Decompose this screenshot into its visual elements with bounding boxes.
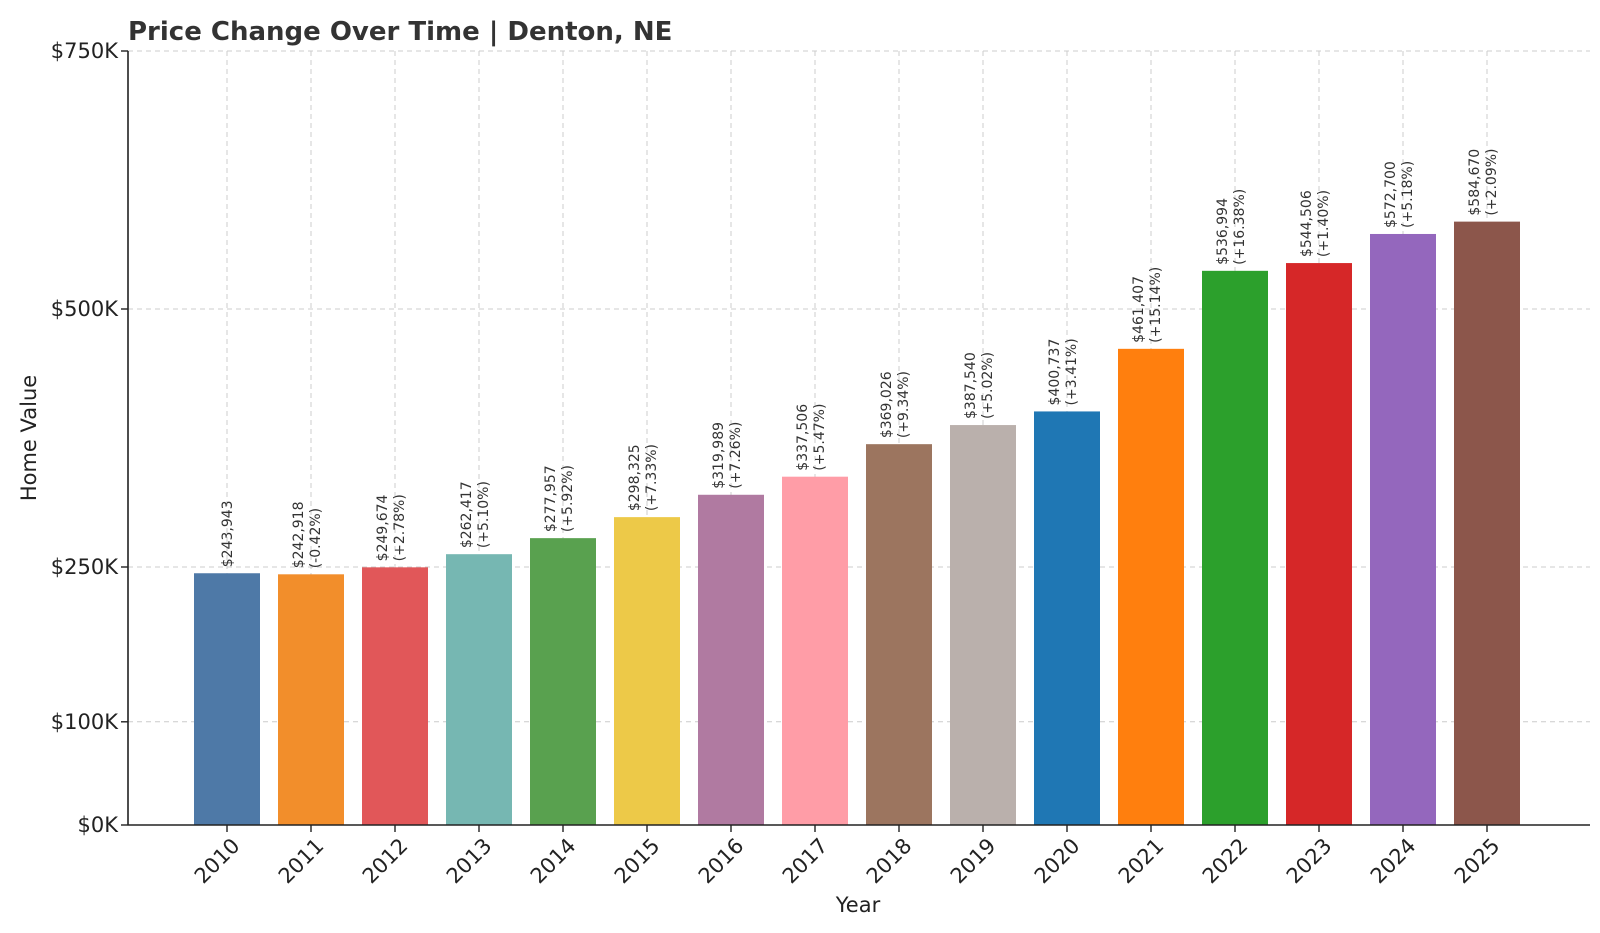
x-tick-label: 2016 [694, 834, 749, 889]
x-axis-label: Year [835, 893, 881, 917]
x-tick-label: 2012 [358, 834, 413, 889]
bar-change-label: (+5.47%) [812, 404, 828, 471]
bar-2023 [1286, 263, 1352, 825]
bar-change-label: (-0.42%) [308, 508, 324, 568]
bar-2022 [1202, 270, 1268, 825]
bar-value-label: $242,918 [291, 501, 307, 568]
bar-2020 [1034, 411, 1100, 825]
bar-2011 [278, 574, 344, 825]
bar-2017 [782, 476, 848, 825]
bar-change-label: (+9.34%) [896, 371, 912, 438]
bar-change-label: (+3.41%) [1064, 338, 1080, 405]
x-tick-label: 2024 [1366, 834, 1421, 889]
y-axis-label: Home Value [17, 375, 41, 501]
bars-layer [194, 221, 1520, 826]
bar-value-label: $262,417 [459, 481, 475, 548]
bar-2010 [194, 573, 260, 825]
y-tick-label: $500K [51, 297, 119, 321]
x-tick-label: 2019 [946, 834, 1001, 889]
bar-change-label: (+5.10%) [476, 481, 492, 548]
bar-value-label: $319,989 [711, 422, 727, 489]
bar-value-label: $400,737 [1047, 339, 1063, 406]
bar-value-label: $572,700 [1383, 161, 1399, 228]
bar-2024 [1370, 233, 1436, 825]
bar-2015 [614, 517, 680, 825]
y-tick-label: $100K [51, 710, 119, 734]
bar-change-label: (+2.78%) [392, 494, 408, 561]
x-tick-label: 2020 [1030, 834, 1085, 889]
x-tick-label: 2021 [1114, 834, 1169, 889]
bar-change-label: (+15.14%) [1148, 267, 1164, 343]
bar-2018 [866, 444, 932, 825]
bar-change-label: (+7.26%) [728, 422, 744, 489]
x-tick-label: 2018 [862, 834, 917, 889]
bar-change-label: (+7.33%) [644, 444, 660, 511]
x-tick-label: 2014 [526, 834, 581, 889]
bar-change-label: (+2.09%) [1484, 148, 1500, 215]
bar-change-label: (+1.40%) [1316, 190, 1332, 257]
x-tick-label: 2015 [610, 834, 665, 889]
bar-change-label: (+5.18%) [1400, 161, 1416, 228]
x-tick-label: 2017 [778, 834, 833, 889]
bar-value-label: $544,506 [1299, 190, 1315, 257]
bar-value-label: $243,943 [220, 500, 236, 567]
bar-2019 [950, 425, 1016, 825]
bar-change-label: (+5.92%) [560, 465, 576, 532]
bar-change-label: (+5.02%) [980, 352, 996, 419]
bar-2016 [698, 494, 764, 825]
x-tick-label: 2010 [190, 834, 245, 889]
bar-2013 [446, 554, 512, 825]
chart-title: Price Change Over Time | Denton, NE [128, 17, 672, 47]
bar-2012 [362, 567, 428, 825]
y-tick-label: $750K [51, 39, 119, 63]
bar-value-label: $387,540 [963, 352, 979, 419]
bar-2014 [530, 538, 596, 825]
bar-change-label: (+16.38%) [1232, 189, 1248, 265]
bar-value-label: $337,506 [795, 404, 811, 471]
y-ticks-layer: $0K $100K $250K $500K $750K [51, 39, 128, 837]
bar-value-label: $584,670 [1467, 149, 1483, 216]
x-tick-label: 2025 [1450, 834, 1505, 889]
x-tick-label: 2011 [274, 834, 329, 889]
x-tick-label: 2022 [1198, 834, 1253, 889]
bar-value-label: $298,325 [627, 444, 643, 511]
x-ticks-layer: 2010 2011 2012 2013 2014 2015 2016 2017 2018 2019… [190, 825, 1505, 888]
bar-value-label: $369,026 [879, 371, 895, 438]
y-tick-label: $0K [78, 813, 120, 837]
bar-value-label: $461,407 [1131, 276, 1147, 343]
bar-value-label: $536,994 [1215, 198, 1231, 265]
bar-2021 [1118, 348, 1184, 825]
bar-labels-layer: $243,943 $242,918 (-0.42%) $249,674 (+2.78%)… [220, 148, 1500, 568]
axes-layer [127, 51, 1590, 826]
bar-value-label: $249,674 [375, 494, 391, 561]
x-tick-label: 2013 [442, 834, 497, 889]
y-tick-label: $250K [51, 555, 119, 579]
bar-value-label: $277,957 [543, 465, 559, 532]
x-tick-label: 2023 [1282, 834, 1337, 889]
bar-2025 [1454, 221, 1520, 826]
